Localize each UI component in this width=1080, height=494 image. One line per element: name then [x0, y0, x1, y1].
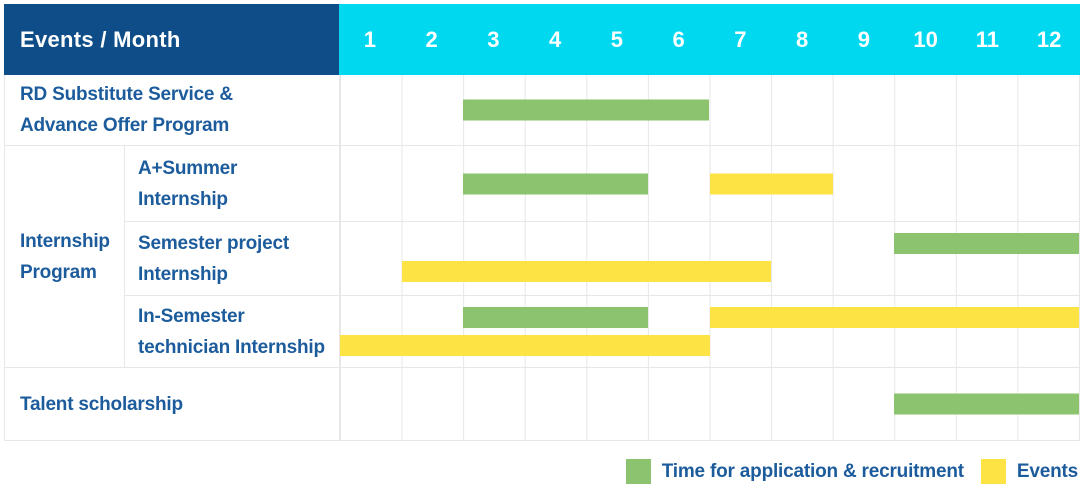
month-header-9: 9	[857, 26, 870, 52]
legend-item-events: Events	[980, 459, 1078, 484]
month-header-4: 4	[549, 26, 562, 52]
table-body: RD Substitute Service & Advance Offer Pr…	[4, 75, 1080, 441]
gantt-bar-events	[340, 335, 710, 356]
gantt-bar-events	[709, 173, 833, 194]
legend-item-recruitment: Time for application & recruitment	[625, 459, 964, 484]
legend-label-recruitment: Time for application & recruitment	[661, 460, 964, 482]
schedule-table: Events / Month 1 2 3 4 5 6 7 8 9 10 11 12 RD Substi…	[4, 4, 1080, 441]
legend-swatch-recruitment	[625, 459, 651, 484]
month-header-11: 11	[975, 26, 999, 52]
gantt-bar-events	[709, 307, 1079, 328]
legend-label-events: Events	[1016, 460, 1078, 482]
gantt-row-rd-substitute-service	[340, 75, 1079, 146]
gantt-row-a-plus-summer-internship	[340, 146, 1079, 222]
gantt-bar-recruitment	[463, 99, 710, 121]
gantt-bar-recruitment	[463, 307, 648, 328]
month-header-3: 3	[487, 26, 500, 52]
row-label-talent-scholarship: Talent scholarship	[5, 368, 340, 441]
events-month-header-cell: Events / Month	[4, 4, 339, 75]
month-header-5: 5	[610, 26, 623, 52]
month-header-12: 12	[1036, 26, 1062, 52]
month-header-1: 1	[363, 26, 376, 52]
row-label-a-plus-summer-internship: A+Summer Internship	[125, 146, 340, 222]
row-label-rd-substitute-service: RD Substitute Service & Advance Offer Pr…	[5, 75, 340, 146]
table-header: Events / Month 1 2 3 4 5 6 7 8 9 10 11 12	[4, 4, 1080, 75]
gantt-row-semester-project-internship	[340, 222, 1079, 296]
month-header-10: 10	[913, 26, 938, 52]
gantt-bar-recruitment	[894, 393, 1079, 415]
month-header-8: 8	[796, 26, 809, 52]
row-label-semester-project-internship: Semester project Internship	[125, 222, 340, 296]
gantt-row-talent-scholarship	[340, 368, 1079, 441]
gantt-bar-recruitment	[894, 233, 1079, 254]
gantt-row-in-semester-technician-internship	[340, 296, 1079, 368]
legend: Time for application & recruitment Events	[625, 459, 1078, 484]
month-header-6: 6	[672, 26, 685, 52]
month-header-7: 7	[734, 26, 747, 52]
row-label-in-semester-technician-internship: In-Semester technician Internship	[125, 296, 340, 368]
month-header-row: 1 2 3 4 5 6 7 8 9 10 11 12	[339, 4, 1080, 75]
legend-swatch-events	[980, 459, 1006, 484]
group-label-internship-program: Internship Program	[5, 146, 125, 368]
gantt-bar-events	[401, 261, 772, 282]
month-header-2: 2	[425, 26, 438, 52]
gantt-bar-recruitment	[463, 173, 648, 194]
